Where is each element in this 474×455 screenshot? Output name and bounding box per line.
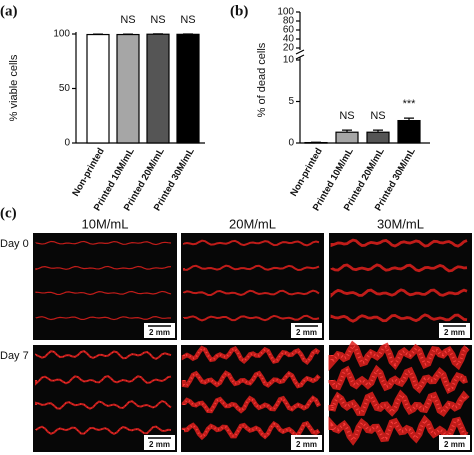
- y-tick-label: 20: [283, 43, 295, 54]
- y-tick-label: 80: [283, 16, 295, 27]
- strand-texture: [183, 347, 320, 364]
- axis-break: [295, 49, 305, 60]
- error-bar: [342, 129, 352, 133]
- bar: [397, 119, 421, 144]
- error-bar: [373, 129, 383, 133]
- strand-texture: [35, 350, 172, 360]
- printed-strand: [35, 290, 172, 296]
- column-header: 10M/mL: [82, 216, 129, 231]
- micrograph: [33, 233, 177, 340]
- bar: [116, 33, 140, 144]
- scale-bar-label: 2 mm: [149, 328, 170, 337]
- scale-bar-label: 2 mm: [444, 440, 465, 449]
- significance-label: NS: [370, 110, 385, 122]
- bar: [335, 131, 359, 144]
- scale-bar-label: 2 mm: [444, 328, 465, 337]
- printed-strand: [183, 314, 320, 322]
- strand-texture: [330, 418, 468, 443]
- printed-strand: [183, 289, 320, 297]
- y-axis-label: % of dead cells: [256, 42, 268, 117]
- printed-strand: [330, 313, 468, 323]
- y-tick-label: 60: [283, 25, 295, 36]
- significance-label: NS: [150, 14, 165, 26]
- column-header: 30M/mL: [377, 216, 424, 231]
- significance-label: NS: [180, 14, 195, 26]
- y-tick-label: 10: [283, 55, 295, 66]
- y-tick-label: 40: [283, 34, 295, 45]
- strand-texture: [183, 371, 320, 388]
- y-tick-label: 100: [53, 29, 70, 40]
- error-bar: [404, 117, 414, 121]
- significance-label: NS: [339, 110, 354, 122]
- strand-texture: [35, 426, 172, 435]
- scale-bar-label: 2 mm: [296, 328, 317, 337]
- strand-texture: [330, 367, 468, 392]
- bar: [366, 131, 390, 144]
- bar: [176, 33, 200, 144]
- micrograph: [33, 345, 177, 452]
- bar: [86, 33, 110, 144]
- printed-strand: [35, 265, 172, 271]
- y-tick-label: 0: [64, 138, 70, 149]
- scale-bar-label: 2 mm: [149, 440, 170, 449]
- printed-strand: [330, 263, 468, 273]
- y-tick-label: 100: [277, 7, 294, 18]
- y-axis-label: % viable cells: [8, 54, 20, 121]
- printed-strand: [35, 316, 172, 321]
- printed-strand: [35, 375, 172, 386]
- strand-texture: [183, 422, 320, 439]
- panel-label: (b): [230, 3, 248, 19]
- y-tick-label: 50: [59, 83, 71, 94]
- bar: [146, 33, 170, 144]
- printed-strand: [183, 239, 320, 247]
- panel-label: (a): [0, 3, 18, 19]
- micrograph: [181, 233, 324, 340]
- printed-strand: [328, 340, 470, 372]
- printed-strand: [181, 395, 322, 414]
- y-tick-label: 0: [288, 138, 294, 149]
- printed-strand: [330, 238, 468, 248]
- column-header: 20M/mL: [229, 216, 276, 231]
- x-tick-label: Non-printed: [288, 146, 325, 198]
- y-tick-label: 5: [288, 96, 294, 107]
- significance-label: ***: [403, 98, 417, 110]
- printed-strand: [330, 288, 468, 298]
- significance-label: NS: [120, 14, 135, 26]
- printed-strand: [183, 264, 320, 272]
- row-label: Day 0: [0, 238, 29, 250]
- panel-label: (c): [0, 205, 17, 221]
- printed-strand: [35, 240, 172, 246]
- strand-texture: [35, 400, 172, 410]
- row-label: Day 7: [0, 350, 29, 362]
- strand-texture: [330, 392, 469, 415]
- scale-bar-label: 2 mm: [296, 440, 317, 449]
